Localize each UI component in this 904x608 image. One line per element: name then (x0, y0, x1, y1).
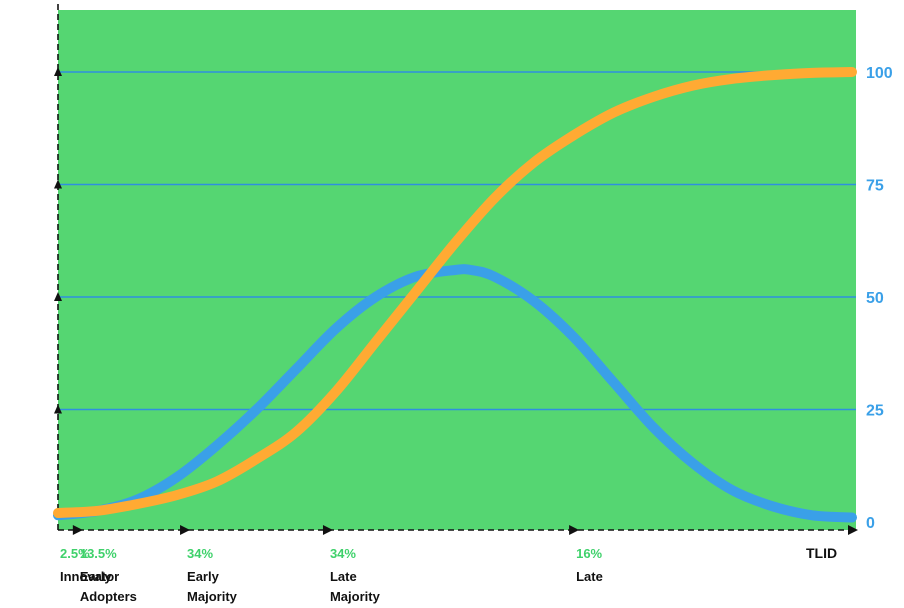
segment-percent-4: 16% (576, 546, 602, 561)
gridlines (58, 71, 856, 411)
x-arrow-1 (72, 525, 83, 535)
x-arrow-4 (569, 525, 580, 535)
y-tick-label-50: 50 (866, 290, 884, 307)
segment-percent-2: 34% (187, 546, 213, 561)
segment-label-3-1: Majority (330, 589, 381, 604)
y-arrow-25 (54, 404, 62, 414)
x-arrow-3 (322, 525, 333, 535)
segment-label-1-0: Early (80, 569, 113, 584)
segment-percent-3: 34% (330, 546, 356, 561)
segment-label-1-1: Adopters (80, 589, 137, 604)
bell-curve-series (53, 264, 857, 523)
s-curve-line (53, 67, 857, 518)
x-categories: 2.5% Innovator 13.5% Early Adopters 34% Early M… (60, 525, 858, 604)
s-curve-series (53, 67, 857, 518)
segment-percent-1: 13.5% (80, 546, 117, 561)
y-arrow-75 (54, 179, 62, 189)
segment-label-3-0: Late (330, 569, 357, 584)
segment-label-2-0: Early (187, 569, 220, 584)
segment-label-0-0: Innovator (60, 569, 119, 584)
y-arrow-50 (54, 292, 62, 301)
bell-curve-line (53, 264, 857, 523)
segment-label-2-1: Majority (187, 589, 238, 604)
y-tick-label-0: 0 (866, 515, 875, 532)
x-arrow-2 (180, 525, 191, 535)
x-arrow-end (848, 525, 858, 535)
y-arrow-100 (54, 67, 62, 76)
x-end-label: TLID (806, 545, 837, 561)
y-tick-label-75: 75 (866, 178, 884, 195)
y-tick-label-100: 100 (866, 65, 893, 82)
axes (54, 4, 856, 531)
segment-percent-0: 2.5% (60, 546, 90, 561)
right-y-ticks: 0 25 50 75 100 (866, 65, 893, 532)
segment-label-4-0: Late (576, 569, 603, 584)
y-tick-label-25: 25 (866, 403, 884, 420)
